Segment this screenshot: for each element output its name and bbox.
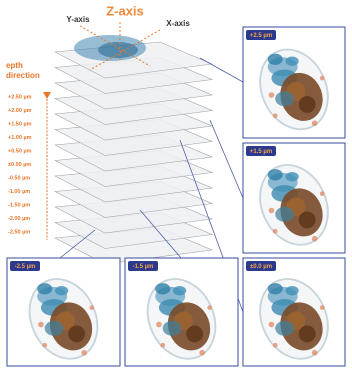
depth-label: -1.50 µm xyxy=(8,202,30,208)
diagram: Z-axis Y-axis X-axis epth direction +2.5… xyxy=(0,0,352,372)
depth-arrow-head xyxy=(43,92,51,99)
panel-label: ±0.0 µm xyxy=(250,264,272,270)
depth-label: +2.00 µm xyxy=(8,108,32,114)
depth-label: +1.50 µm xyxy=(8,121,32,127)
slice-stack xyxy=(55,42,212,264)
panel-label: -1.5 µm xyxy=(133,264,154,270)
panel-label: +2.5 µm xyxy=(250,33,272,39)
depth-scale: +2.50 µm +2.00 µm +1.50 µm +1.00 µm +0.50 µm… xyxy=(8,94,32,235)
panel-label: +1.5 µm xyxy=(250,149,272,155)
depth-title: epth xyxy=(6,61,23,70)
depth-label: -1.00 µm xyxy=(8,189,30,195)
z-axis-label: Z-axis xyxy=(106,3,144,18)
link-line xyxy=(210,120,243,198)
depth-label: -2.00 µm xyxy=(8,216,30,222)
y-axis-label: Y-axis xyxy=(66,15,90,24)
depth-label: -2.50 µm xyxy=(8,229,30,235)
depth-label: +2.50 µm xyxy=(8,94,32,100)
depth-label: +1.00 µm xyxy=(8,135,32,141)
panel-label: -2.5 µm xyxy=(15,264,36,270)
top-cell-core xyxy=(98,42,138,58)
x-axis-label: X-axis xyxy=(166,19,190,28)
depth-label: +0.50 µm xyxy=(8,148,32,154)
depth-label: ±0.00 µm xyxy=(8,162,31,168)
depth-title: direction xyxy=(6,71,40,80)
depth-label: -0.50 µm xyxy=(8,175,30,181)
